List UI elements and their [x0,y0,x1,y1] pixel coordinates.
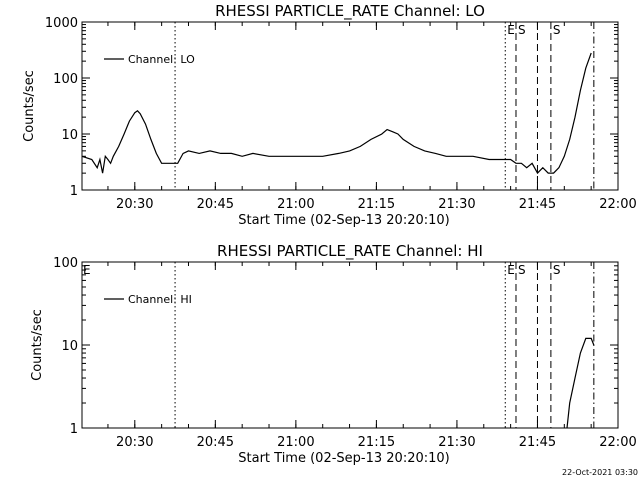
y-tick-label: 1 [70,184,78,199]
y-axis-ticks: 1 10 100 1000 [45,16,618,199]
y-tick-label: 1000 [45,16,78,31]
x-tick-label: 21:00 [277,435,314,450]
legend-label: Channel: LO [128,53,195,66]
legend: Channel: HI [104,293,192,306]
x-tick-label: 20:30 [116,435,153,450]
x-tick-label: 21:00 [277,197,314,212]
marker-label: S [553,23,561,37]
x-tick-label: 20:45 [197,197,234,212]
x-tick-label: 22:00 [599,197,636,212]
x-tick-label: 21:30 [438,197,475,212]
marker-label: S [518,263,526,277]
chart-title: RHESSI PARTICLE_RATE Channel: LO [215,2,485,21]
x-tick-label: 21:45 [519,435,556,450]
x-tick-label: 20:45 [197,435,234,450]
y-axis-ticks: 1 10 100 [53,256,618,437]
series-line-0 [566,337,595,429]
marker-label: S [518,23,526,37]
y-tick-label: 100 [53,72,78,87]
y-tick-label: 10 [61,128,78,143]
x-tick-label: 22:00 [599,435,636,450]
x-tick-label: 21:45 [519,197,556,212]
x-tick-label: 21:30 [438,435,475,450]
x-tick-label: 21:15 [358,197,395,212]
y-tick-label: 10 [61,339,78,354]
y-tick-label: 1 [70,422,78,437]
x-tick-label: 20:30 [116,197,153,212]
corner-label: E [83,263,91,277]
marker-label: E [507,263,515,277]
legend: Channel: LO [104,53,195,66]
x-axis-ticks: 20:30 20:45 21:00 21:15 21:30 21:45 22:00 [107,262,637,450]
x-axis-label: Start Time (02-Sep-13 20:20:10) [238,213,449,228]
x-tick-label: 21:15 [358,435,395,450]
footer-timestamp: 22-Oct-2021 03:30 [562,468,638,477]
x-axis-ticks: 20:30 20:45 21:00 21:15 21:30 21:45 22:00 [107,22,637,212]
marker-label: E [507,23,515,37]
x-axis-label: Start Time (02-Sep-13 20:20:10) [238,451,449,466]
y-axis-label: Counts/sec [22,70,37,142]
marker-label: S [553,263,561,277]
legend-label: Channel: HI [128,293,192,306]
y-axis-label: Counts/sec [30,309,45,381]
y-tick-label: 100 [53,256,78,271]
series-line-0 [81,52,592,175]
chart-title: RHESSI PARTICLE_RATE Channel: HI [217,242,483,261]
